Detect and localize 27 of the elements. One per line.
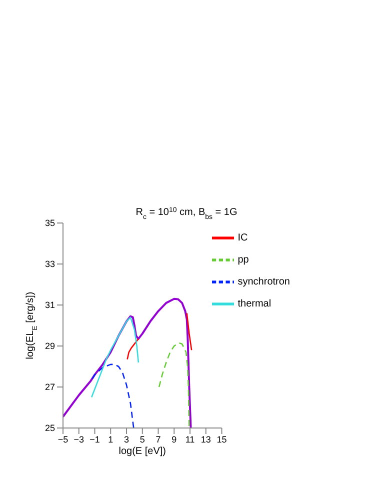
x-tick-label: 9: [172, 434, 177, 444]
line-series: [90, 316, 140, 398]
y-tick-label: 33: [44, 259, 55, 270]
x-tick-label: 1: [108, 434, 114, 444]
legend-label: IC: [238, 232, 248, 244]
x-tick-label: 3: [124, 434, 130, 444]
line-series: [158, 342, 190, 428]
line-series: [92, 364, 134, 428]
y-tick-label: 27: [44, 382, 55, 392]
y-tick-label: 25: [44, 423, 55, 434]
x-tick-label: 15: [216, 434, 227, 444]
line-series: [63, 298, 192, 428]
x-tick-label: 13: [200, 434, 211, 444]
x-tick-label: −1: [90, 434, 100, 444]
x-tick-label: −5: [58, 434, 68, 444]
chart-title: R$_{c}$ = 10$^{10}$ cm, B$_{bs}$ = 1G: [136, 206, 238, 220]
legend-label: pp: [238, 254, 249, 266]
x-tick-label: 5: [140, 434, 145, 444]
y-tick-label: 31: [44, 300, 55, 310]
legend-label: thermal: [238, 298, 272, 310]
y-tick-label: 29: [44, 341, 55, 352]
legend-label: synchrotron: [238, 276, 290, 288]
x-tick-label: 11: [185, 434, 195, 444]
y-tick-label: 35: [44, 218, 55, 228]
x-tick-label: 7: [156, 434, 161, 444]
x-axis-title: log(E [eV]): [118, 446, 166, 457]
x-tick-label: −3: [74, 434, 84, 444]
